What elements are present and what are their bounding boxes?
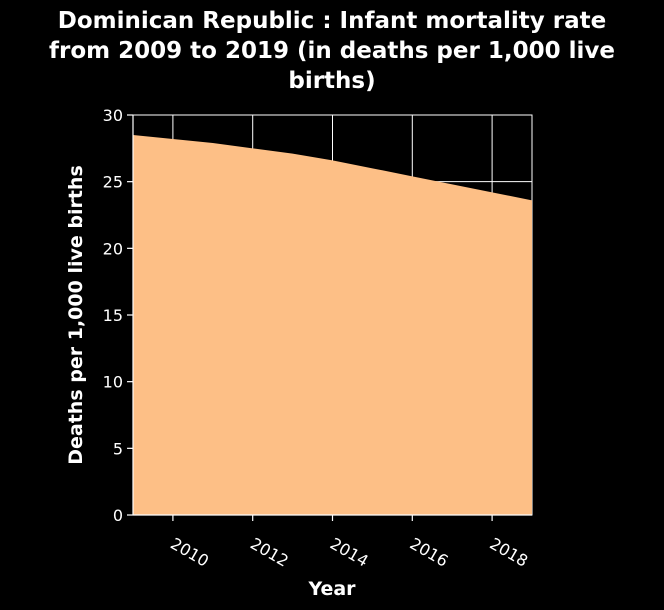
y-tick-label: 10 (103, 373, 123, 392)
chart-title-line-1: Dominican Republic : Infant mortality ra… (58, 8, 606, 34)
chart-title-line-2: from 2009 to 2019 (in deaths per 1,000 l… (49, 38, 615, 64)
y-tick-label: 25 (103, 173, 123, 192)
area-series (133, 135, 532, 515)
y-tick-label: 5 (113, 439, 123, 458)
y-tick-label: 20 (103, 239, 123, 258)
y-tick-label: 15 (103, 306, 123, 325)
x-axis-label: Year (307, 578, 356, 600)
y-tick-label: 30 (103, 106, 123, 125)
y-axis-label: Deaths per 1,000 live births (65, 165, 87, 465)
chart-title-line-3: births) (288, 68, 375, 94)
y-tick-label: 0 (113, 506, 123, 525)
